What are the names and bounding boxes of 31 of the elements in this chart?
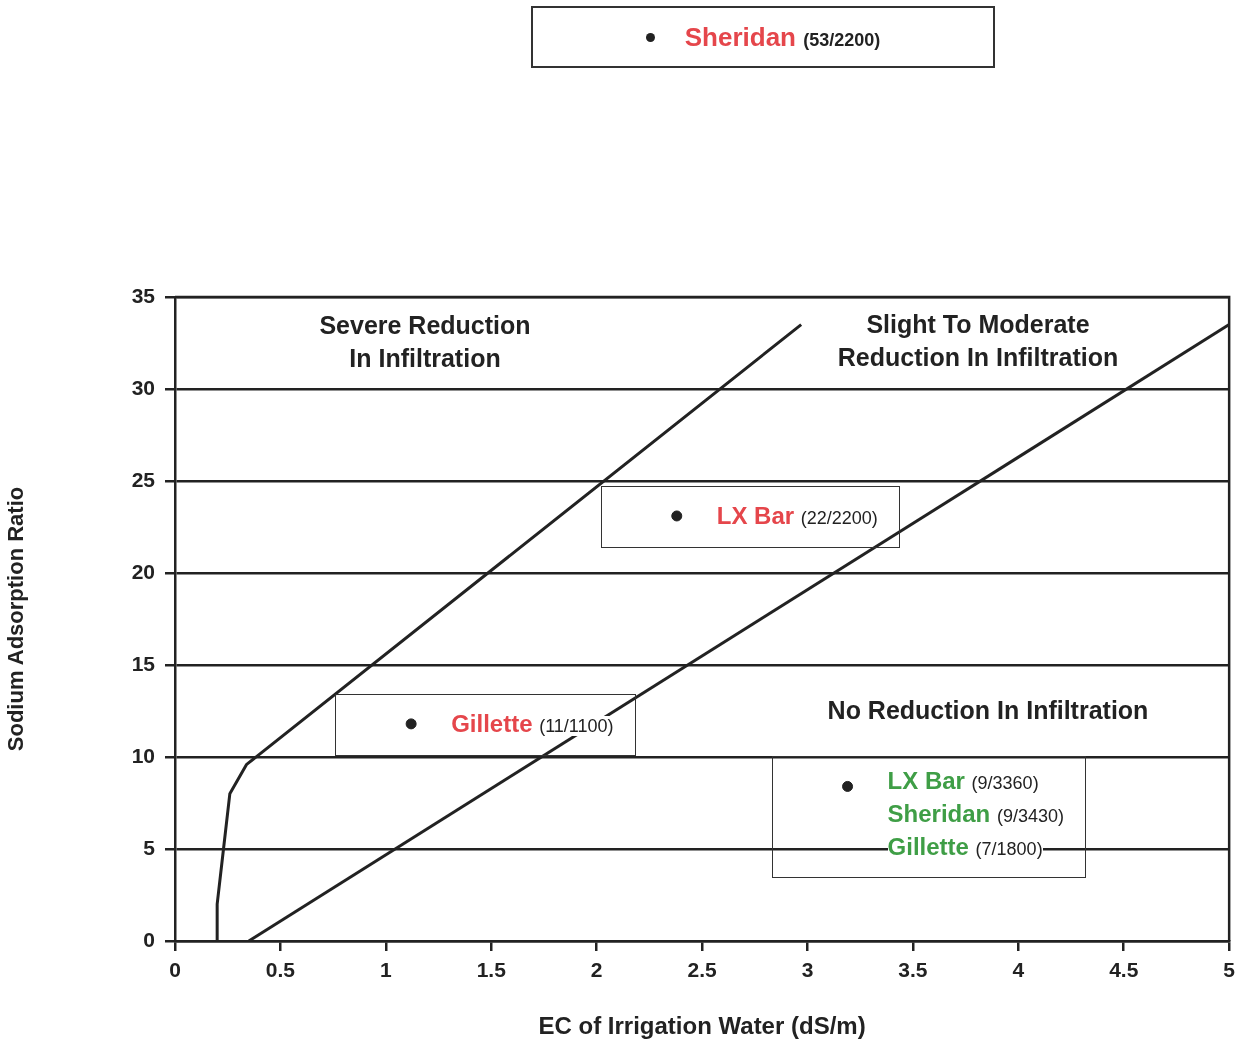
- annotation: Slight To Moderate Reduction In Infiltration: [837, 309, 1119, 373]
- point: [842, 780, 854, 792]
- y-tick-label: 20: [131, 559, 155, 583]
- text: LX Bar (9/3360) Sheridan (9/3430) Gillette (7/1800): [887, 767, 1064, 861]
- y-tick-label: 15: [131, 651, 156, 675]
- x-tick-label: 3: [801, 958, 814, 982]
- y-axis-title: Sodium Adsorption Ratio: [3, 486, 29, 752]
- text: Sheridan (53/2200): [684, 21, 881, 52]
- point: [671, 510, 683, 522]
- point: [405, 718, 417, 730]
- x-tick-label: 0: [169, 958, 181, 982]
- annotation: No Reduction In Infiltration: [827, 694, 1149, 726]
- x-axis-title: EC of Irrigation Water (dS/m): [538, 1012, 866, 1040]
- x-tick-label: 2.5: [687, 958, 717, 982]
- x-tick-label: 1.5: [476, 958, 507, 982]
- x-tick-label: 4: [1012, 958, 1025, 982]
- data-label: Gillette (11/1100): [451, 709, 614, 737]
- y-tick-label: 10: [131, 743, 155, 767]
- x-tick-label: 0.5: [265, 958, 296, 982]
- y-tick-label: 5: [143, 835, 156, 859]
- y-tick-label: 30: [131, 375, 155, 399]
- y-tick-label: 25: [131, 467, 156, 491]
- data-label: LX Bar (22/2200): [716, 501, 878, 529]
- y-tick-label: 0: [143, 927, 155, 951]
- x-tick-label: 5: [1223, 958, 1236, 982]
- x-tick-label: 3.5: [898, 958, 928, 982]
- x-tick-label: 1: [379, 958, 392, 982]
- x-tick-label: 4.5: [1109, 958, 1139, 982]
- annotation: Severe Reduction In Infiltration: [319, 310, 531, 374]
- x-tick-label: 2: [590, 958, 603, 982]
- y-tick-label: 35: [131, 283, 156, 307]
